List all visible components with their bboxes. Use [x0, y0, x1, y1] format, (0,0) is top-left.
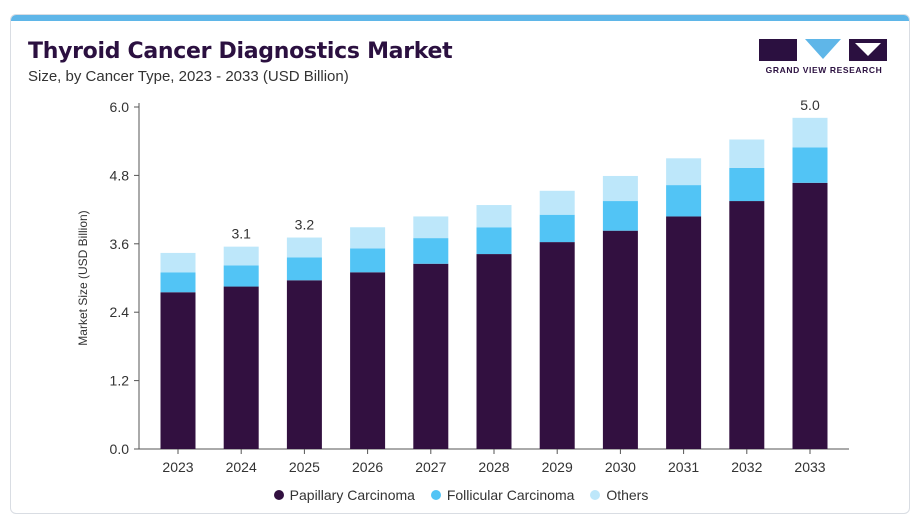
bar-segment-follicular [539, 214, 575, 243]
x-tick-label: 2023 [162, 459, 193, 475]
chart-title: Thyroid Cancer Diagnostics Market [28, 39, 453, 64]
bar-segment-others [729, 139, 765, 168]
bar-segment-papillary [729, 201, 765, 449]
bar-segment-follicular [666, 185, 702, 217]
bar-segment-others [413, 216, 449, 239]
data-label: 3.2 [295, 217, 315, 233]
y-tick-label: 4.8 [110, 167, 130, 183]
legend-item-others: Others [590, 487, 648, 503]
legend-label-follicular: Follicular Carcinoma [446, 487, 575, 503]
x-tick-label: 2025 [289, 459, 320, 475]
x-tick-label: 2031 [668, 459, 699, 475]
y-tick-label: 1.2 [110, 373, 130, 389]
legend-swatch-others [590, 490, 601, 500]
data-label: 5.0 [800, 97, 820, 113]
x-tick-label: 2030 [605, 459, 636, 475]
bar-segment-papillary [160, 292, 196, 449]
bar-segment-follicular [792, 147, 828, 183]
bar-segment-papillary [792, 182, 828, 449]
y-tick-label: 3.6 [110, 236, 130, 252]
bar-segment-papillary [666, 216, 702, 449]
legend-item-follicular: Follicular Carcinoma [430, 487, 575, 503]
chart-legend: Papillary Carcinoma Follicular Carcinoma… [11, 487, 909, 503]
stacked-bar-chart: 0.0 1.2 2.4 3.6 4.8 6.0 Market Size (USD Billi… [76, 97, 849, 475]
bar-segment-papillary [286, 280, 322, 449]
x-tick-label: 2028 [478, 459, 509, 475]
legend-label-papillary: Papillary Carcinoma [289, 487, 415, 503]
y-tick-label: 6.0 [110, 99, 130, 115]
bar-segment-others [223, 246, 259, 266]
bar-segment-others [602, 175, 638, 202]
chart-subtitle: Size, by Cancer Type, 2023 - 2033 (USD B… [28, 68, 349, 85]
bar-segment-papillary [539, 242, 575, 449]
bar-segment-follicular [476, 227, 512, 255]
bar-segment-others [666, 158, 702, 186]
bar-segment-papillary [602, 230, 638, 449]
legend-swatch-papillary [273, 490, 284, 500]
bar-segment-others [792, 117, 828, 148]
y-tick-label: 2.4 [110, 304, 130, 320]
bar-segment-follicular [286, 257, 322, 281]
brand-logo-text: GRAND VIEW RESEARCH [765, 65, 883, 75]
bar-segment-papillary [413, 263, 449, 449]
data-label: 3.1 [231, 226, 251, 242]
bar-segment-follicular [160, 272, 196, 293]
x-tick-label: 2026 [352, 459, 383, 475]
x-tick-label: 2027 [415, 459, 446, 475]
legend-item-papillary: Papillary Carcinoma [273, 487, 415, 503]
bar-segment-others [476, 205, 512, 228]
x-tick-label: 2032 [731, 459, 762, 475]
bar-segment-follicular [602, 201, 638, 231]
y-axis-label: Market Size (USD Billion) [76, 210, 90, 345]
y-tick-label: 0.0 [110, 441, 130, 457]
bar-segment-follicular [413, 238, 449, 264]
bar-segment-follicular [223, 265, 259, 287]
bar-segment-papillary [350, 272, 386, 449]
x-tick-label: 2033 [794, 459, 825, 475]
accent-bar [11, 15, 909, 21]
bar-segment-others [286, 237, 322, 258]
brand-logo-icon [759, 39, 887, 61]
bar-segment-others [160, 252, 196, 273]
bar-segment-papillary [476, 254, 512, 449]
bar-segment-others [350, 227, 386, 249]
legend-label-others: Others [606, 487, 649, 503]
x-tick-label: 2024 [226, 459, 257, 475]
bar-segment-others [539, 190, 575, 215]
bar-segment-papillary [223, 286, 259, 449]
x-tick-label: 2029 [542, 459, 573, 475]
bar-segment-follicular [729, 167, 765, 202]
bar-segment-follicular [350, 248, 386, 273]
legend-swatch-follicular [430, 490, 441, 500]
chart-card: Thyroid Cancer Diagnostics Market Size, … [10, 14, 910, 514]
